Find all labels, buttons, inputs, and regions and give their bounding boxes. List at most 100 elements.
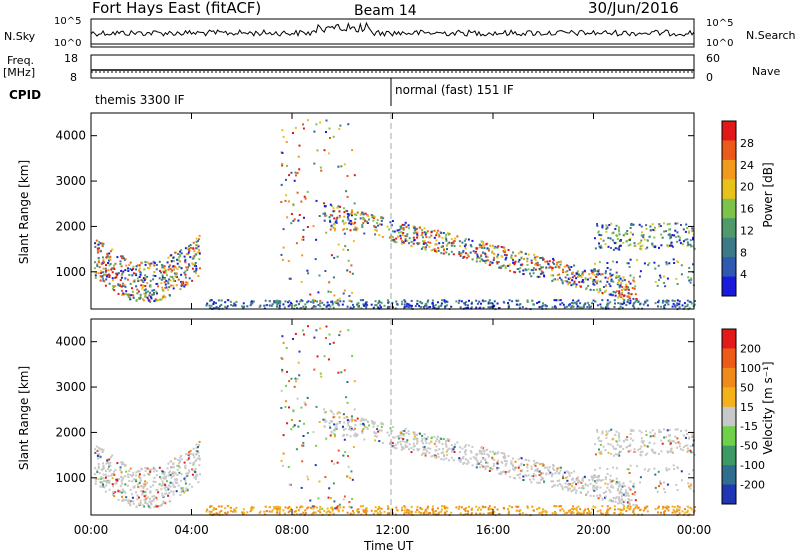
power-pixel — [669, 236, 672, 239]
velocity-pixel — [476, 508, 479, 511]
velocity-pixel — [435, 445, 438, 448]
power-pixel — [497, 245, 500, 248]
velocity-pixel — [692, 469, 694, 472]
power-pixel — [405, 305, 408, 308]
velocity-pixel — [395, 447, 398, 450]
power-pixel — [518, 306, 521, 309]
power-pixel — [532, 267, 535, 270]
velocity-pixel — [526, 463, 529, 466]
velocity-pixel — [115, 478, 118, 481]
velocity-pixel — [176, 482, 179, 484]
power-pixel — [454, 237, 457, 240]
velocity-pixel — [122, 498, 125, 501]
power-pixel — [548, 266, 551, 269]
velocity-pixel — [161, 470, 164, 473]
velocity-pixel — [507, 510, 510, 513]
power-pixel — [615, 241, 618, 244]
velocity-pixel — [318, 421, 321, 423]
power-pixel — [536, 275, 539, 278]
velocity-pixel — [562, 474, 564, 477]
velocity-pixel — [416, 508, 419, 511]
power-pixel — [343, 289, 346, 292]
velocity-pixel — [95, 445, 98, 448]
velocity-pixel — [497, 451, 500, 454]
power-pixel — [360, 307, 363, 310]
power-pixel — [183, 271, 186, 274]
power-pixel — [440, 246, 443, 248]
power-pixel — [362, 216, 365, 219]
velocity-pixel — [423, 447, 426, 450]
power-pixel — [285, 178, 287, 181]
power-pixel — [623, 299, 626, 302]
velocity-pixel — [440, 508, 443, 511]
power-pixel — [225, 307, 228, 309]
power-pixel — [577, 299, 580, 302]
power-pixel — [343, 222, 345, 225]
power-pixel — [124, 258, 127, 261]
power-pixel — [610, 278, 613, 281]
power-pixel — [94, 261, 97, 264]
velocity-pixel — [133, 485, 136, 488]
power-pixel — [693, 247, 696, 250]
power-pixel — [519, 303, 522, 306]
velocity-pixel — [539, 478, 542, 481]
velocity-pixel — [678, 506, 681, 509]
power-pixel — [561, 280, 564, 283]
velocity-pixel — [645, 434, 648, 436]
power-pixel — [619, 305, 622, 308]
power-pixel — [155, 268, 158, 271]
velocity-pixel — [425, 442, 428, 445]
power-pixel — [558, 273, 561, 276]
power-pixel — [111, 248, 114, 251]
velocity-pixel — [564, 476, 567, 479]
power-pixel — [328, 127, 331, 130]
velocity-pixel — [651, 450, 654, 453]
power-pixel — [486, 259, 489, 262]
power-pixel — [668, 228, 670, 231]
velocity-pixel — [438, 448, 441, 451]
power-pixel — [566, 273, 569, 276]
power-pixel — [332, 226, 335, 229]
power-pixel — [518, 270, 521, 273]
velocity-pixel — [428, 442, 431, 445]
power-pixel — [673, 300, 676, 303]
colorbar-swatch — [722, 198, 736, 219]
velocity-pixel — [640, 431, 643, 434]
velocity-pixel — [656, 490, 659, 493]
power-pixel — [594, 247, 597, 250]
velocity-pixel — [585, 493, 588, 496]
velocity-pixel — [671, 440, 674, 443]
velocity-pixel — [538, 470, 541, 473]
power-pixel — [325, 131, 327, 133]
power-pixel — [149, 300, 152, 303]
velocity-pixel — [524, 458, 527, 461]
velocity-pixel — [627, 486, 630, 489]
power-pixel — [184, 247, 187, 250]
power-pixel — [622, 276, 625, 279]
velocity-pixel — [300, 505, 303, 508]
power-pixel — [537, 301, 540, 304]
power-pixel — [629, 239, 631, 241]
velocity-pixel — [468, 505, 470, 508]
power-pixel — [370, 303, 373, 306]
power-pixel — [514, 261, 516, 264]
power-pixel — [507, 249, 510, 251]
power-pixel — [396, 303, 399, 306]
power-pixel — [301, 254, 304, 257]
power-pixel — [592, 280, 595, 283]
power-pixel — [151, 289, 154, 292]
velocity-pixel — [195, 473, 198, 476]
velocity-pixel — [338, 421, 341, 423]
power-pixel — [403, 223, 406, 226]
velocity-pixel — [567, 484, 570, 487]
power-pixel — [552, 261, 554, 264]
power-pixel — [485, 255, 488, 258]
velocity-pixel — [639, 447, 642, 450]
power-pixel — [99, 249, 102, 252]
velocity-pixel — [424, 448, 427, 451]
velocity-pixel — [404, 441, 407, 443]
power-pixel — [402, 232, 405, 234]
velocity-pixel — [198, 454, 201, 457]
velocity-pixel — [419, 507, 422, 510]
power-pixel — [142, 281, 145, 283]
